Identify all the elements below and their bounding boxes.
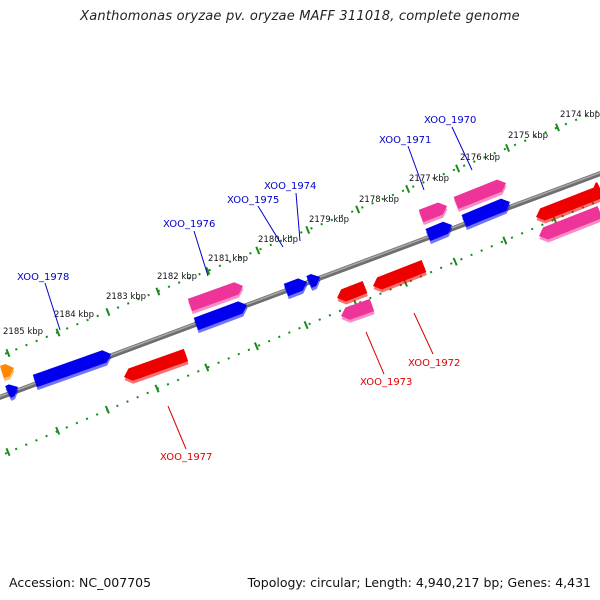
gene-arrow-orange[interactable] <box>0 364 14 379</box>
ruler-major-tick <box>502 236 508 245</box>
kbp-label: 2179 kbp <box>309 215 349 225</box>
ruler-major-tick <box>255 246 261 255</box>
gene-arrow-xoo-1976[interactable] <box>193 301 247 331</box>
forward-label-connectors <box>44 126 473 331</box>
ruler-major-tick <box>455 164 461 173</box>
ruler-major-tick <box>105 307 111 317</box>
ruler-reverse-line <box>0 199 600 457</box>
topology-text: Topology: circular; Length: 4,940,217 bp… <box>247 575 591 590</box>
reverse-label-connectors <box>167 312 434 450</box>
kbp-label: 2180 kbp <box>258 235 298 245</box>
gene-label-xoo-1978[interactable]: XOO_1978 <box>17 272 69 283</box>
ruler-reverse-ticks <box>5 215 558 457</box>
gene-arrow-xoo-1970[interactable] <box>461 198 510 228</box>
gene-features <box>0 179 600 401</box>
ruler-major-tick <box>5 348 11 358</box>
gene-label-xoo-1971[interactable]: XOO_1971 <box>379 135 431 146</box>
kbp-label: 2183 kbp <box>106 292 146 302</box>
gene-label-xoo-1977[interactable]: XOO_1977 <box>160 452 212 463</box>
ruler-major-tick <box>155 287 161 296</box>
gene-arrow-xoo-1973[interactable] <box>337 280 368 302</box>
gene-arrow-blue-edge[interactable] <box>5 384 19 398</box>
ruler-major-tick <box>555 123 560 132</box>
genome-title: Xanthomonas oryzae pv. oryzae MAFF 31101… <box>80 9 520 24</box>
gene-arrow-xoo-1977[interactable] <box>124 348 189 381</box>
ruler-major-tick <box>305 225 311 235</box>
ruler-major-tick <box>104 405 110 414</box>
kbp-label: 2178 kbp <box>359 195 399 205</box>
gene-arrow-xoo-1972[interactable] <box>373 259 427 290</box>
kbp-labels: 2174 kbp 2175 kbp 2176 kbp 2177 kbp 2178… <box>3 110 600 337</box>
ruler-major-tick <box>303 321 309 330</box>
forward-gene-labels: XOO_1970 XOO_1971 XOO_1974 XOO_1975 XOO_… <box>17 115 476 283</box>
ruler-forward-line <box>0 108 600 358</box>
gene-label-xoo-1970[interactable]: XOO_1970 <box>424 115 476 126</box>
ruler-major-tick <box>505 143 510 153</box>
gene-label-xoo-1973[interactable]: XOO_1973 <box>360 377 412 388</box>
gene-arrow-xoo-1974[interactable] <box>283 278 307 297</box>
ruler-major-tick <box>154 384 160 393</box>
ruler-major-tick <box>355 205 361 214</box>
ruler-forward-ticks <box>5 123 560 358</box>
kbp-label: 2176 kbp <box>460 153 500 163</box>
kbp-label: 2181 kbp <box>208 254 248 264</box>
kbp-label: 2182 kbp <box>157 272 197 282</box>
gene-arrow-pink-1970[interactable] <box>453 179 506 210</box>
gene-label-xoo-1974[interactable]: XOO_1974 <box>264 181 316 192</box>
gene-arrow-red-right[interactable] <box>536 185 600 221</box>
gene-arrow-xoo-1978[interactable] <box>32 350 111 388</box>
gene-label-xoo-1975[interactable]: XOO_1975 <box>227 195 279 206</box>
kbp-label: 2184 kbp <box>54 310 94 320</box>
gene-arrow-red-far-right[interactable] <box>592 182 600 195</box>
ruler-major-tick <box>452 257 458 266</box>
kbp-label: 2174 kbp <box>560 110 600 120</box>
gene-arrow-pink-1973[interactable] <box>341 298 375 320</box>
kbp-label: 2185 kbp <box>3 327 43 337</box>
kbp-label: 2175 kbp <box>508 131 548 141</box>
ruler-major-tick <box>55 426 61 435</box>
gene-arrow-xoo-1971[interactable] <box>425 221 453 241</box>
ruler-major-tick <box>205 266 211 276</box>
ruler-major-tick <box>204 363 210 372</box>
kbp-label: 2177 kbp <box>409 174 449 184</box>
reverse-gene-labels: XOO_1972 XOO_1973 XOO_1977 <box>160 358 460 463</box>
ruler-major-tick <box>253 342 259 351</box>
gene-arrow-pink-1976[interactable] <box>187 282 243 312</box>
gene-arrow-pink-1971[interactable] <box>418 202 447 223</box>
gene-label-xoo-1976[interactable]: XOO_1976 <box>163 219 215 230</box>
ruler-major-tick <box>405 184 411 194</box>
ruler-major-tick <box>5 447 11 457</box>
gene-label-xoo-1972[interactable]: XOO_1972 <box>408 358 460 369</box>
ruler-major-tick <box>55 328 61 337</box>
gene-arrow-xoo-1975[interactable] <box>306 273 320 288</box>
gene-arrow-pink-right[interactable] <box>539 205 600 240</box>
accession-text: Accession: NC_007705 <box>9 575 152 590</box>
